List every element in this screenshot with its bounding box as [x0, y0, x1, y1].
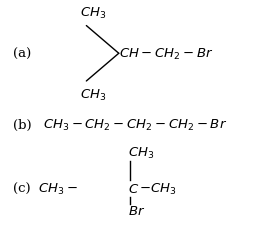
Text: (c): (c) [13, 182, 30, 195]
Text: $Br$: $Br$ [127, 204, 145, 217]
Text: (b): (b) [13, 118, 31, 131]
Text: $CH-CH_2-Br$: $CH-CH_2-Br$ [119, 46, 213, 62]
Text: $CH_3$: $CH_3$ [127, 145, 154, 160]
Text: $CH_3-$: $CH_3-$ [38, 181, 77, 196]
Text: $CH_3-CH_2-CH_2-CH_2-Br$: $CH_3-CH_2-CH_2-CH_2-Br$ [43, 117, 227, 132]
Text: (a): (a) [13, 48, 31, 60]
Text: $-CH_3$: $-CH_3$ [139, 181, 176, 196]
Text: $CH_3$: $CH_3$ [80, 6, 106, 21]
Text: $C$: $C$ [127, 182, 139, 195]
Text: $CH_3$: $CH_3$ [80, 87, 106, 102]
